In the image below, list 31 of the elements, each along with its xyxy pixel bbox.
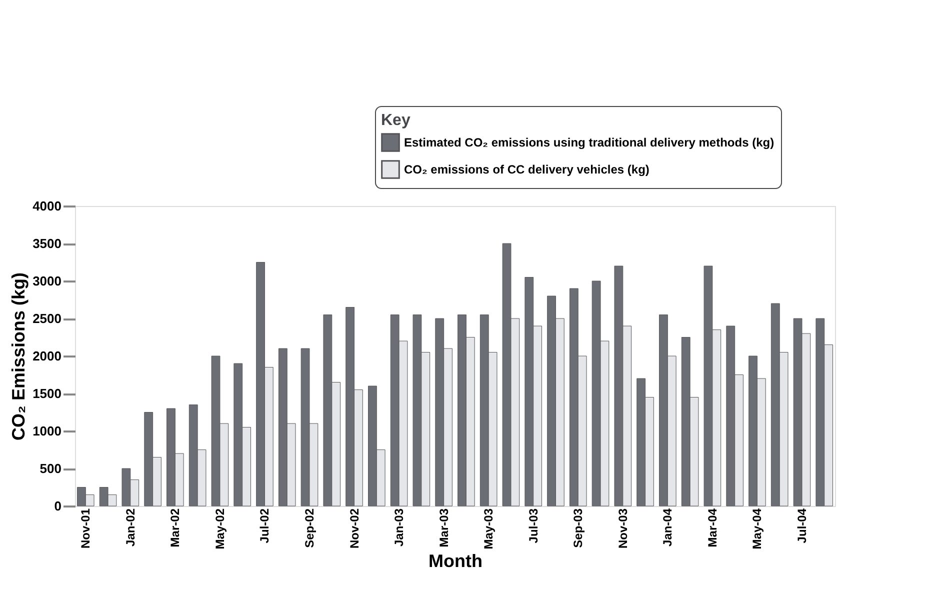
- legend-title: Key: [381, 112, 410, 129]
- x-tick-label: Mar-02: [168, 508, 182, 548]
- y-tick-label: 0: [54, 498, 62, 514]
- x-tick-label: Jul-03: [526, 508, 540, 544]
- y-tick-label: 500: [40, 461, 62, 476]
- x-tick-label: Jan-03: [392, 508, 406, 547]
- y-tick-label: 3000: [32, 274, 62, 288]
- x-tick-label: May-04: [750, 508, 764, 550]
- x-tick-label: Sep-02: [302, 508, 316, 548]
- y-tick-label: 1000: [32, 424, 62, 438]
- x-tick-label: Jan-02: [123, 508, 138, 547]
- x-tick-label: May-03: [482, 508, 496, 550]
- y-tick-label: 1500: [32, 386, 62, 401]
- x-tick-label: Sep-03: [571, 508, 586, 548]
- x-tick-label: Jan-04: [660, 508, 675, 547]
- y-tick-label: 4000: [32, 198, 62, 214]
- y-tick-label: 2500: [32, 311, 62, 326]
- x-tick-label: Mar-04: [705, 508, 720, 548]
- x-tick-label: Mar-03: [436, 508, 451, 548]
- x-tick-label: Nov-03: [616, 508, 630, 549]
- x-tick-label: May-02: [212, 508, 227, 550]
- x-tick-label: Nov-02: [347, 508, 362, 549]
- x-tick-label: Nov-01: [78, 508, 93, 549]
- y-axis-title: CO₂ Emissions (kg): [8, 272, 29, 441]
- x-axis-title: Month: [428, 551, 482, 572]
- y-tick-label: 2000: [32, 348, 62, 364]
- y-tick-label: 3500: [32, 236, 62, 251]
- x-tick-label: Jul-04: [794, 508, 809, 544]
- x-tick-label: Jul-02: [258, 508, 272, 544]
- legend-label: CO₂ emissions of CC delivery vehicles (kg): [404, 162, 650, 176]
- legend-label: Estimated CO₂ emissions using traditional delivery methods (kg): [404, 136, 774, 150]
